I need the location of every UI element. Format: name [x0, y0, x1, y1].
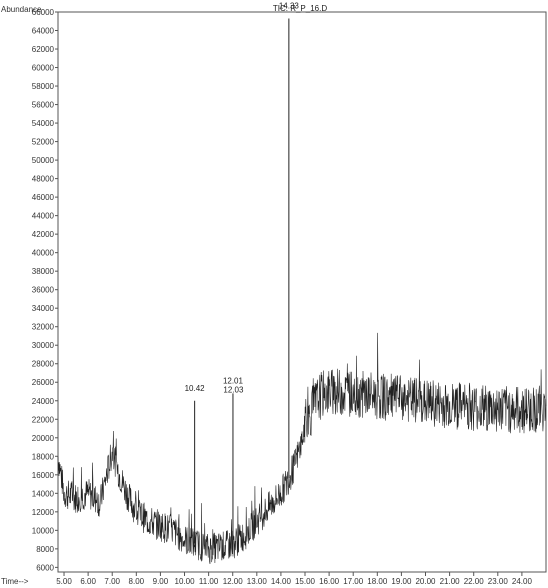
tic-trace — [57, 332, 547, 565]
x-tick-label: 9.00 — [153, 577, 169, 586]
y-tick-label: 46000 — [32, 193, 55, 202]
x-axis: 5.00 6.00 7.00 8.00 9.00 10.00 11.00 12.00 13.00… — [56, 572, 532, 586]
x-tick-label: 21.00 — [440, 577, 461, 586]
x-tick-label: 6.00 — [80, 577, 96, 586]
y-tick-label: 10000 — [32, 526, 55, 535]
y-tick-label: 40000 — [32, 249, 55, 258]
y-axis: 6000 8000 10000 12000 14000 16000 18000 20000 22… — [32, 8, 58, 572]
peak-label: 14.33 — [279, 1, 300, 10]
x-tick-label: 14.00 — [271, 577, 292, 586]
y-tick-label: 42000 — [32, 230, 55, 239]
x-tick-label: 7.00 — [104, 577, 120, 586]
x-tick-label: 20.00 — [415, 577, 436, 586]
y-tick-label: 36000 — [32, 286, 55, 295]
y-tick-label: 62000 — [32, 45, 55, 54]
y-tick-label: 14000 — [32, 489, 55, 498]
x-tick-label: 12.00 — [223, 577, 244, 586]
x-axis-title: Time--> — [1, 577, 29, 586]
y-tick-label: 6000 — [36, 563, 54, 572]
y-tick-label: 56000 — [32, 101, 55, 110]
y-tick-label: 58000 — [32, 82, 55, 91]
y-tick-label: 28000 — [32, 360, 55, 369]
y-tick-label: 20000 — [32, 434, 55, 443]
plot-area — [57, 11, 547, 573]
y-tick-label: 32000 — [32, 323, 55, 332]
y-tick-label: 66000 — [32, 8, 55, 17]
y-tick-label: 44000 — [32, 212, 55, 221]
y-tick-label: 26000 — [32, 378, 55, 387]
chart-title: TIC: R_P_16.D — [273, 4, 327, 13]
x-tick-label: 17.00 — [343, 577, 364, 586]
x-tick-label: 19.00 — [391, 577, 412, 586]
y-tick-label: 24000 — [32, 397, 55, 406]
y-tick-label: 54000 — [32, 119, 55, 128]
y-tick-label: 8000 — [36, 545, 54, 554]
x-tick-label: 15.00 — [295, 577, 316, 586]
y-tick-label: 50000 — [32, 156, 55, 165]
y-tick-label: 48000 — [32, 175, 55, 184]
y-tick-label: 30000 — [32, 341, 55, 350]
peak-label: 12.01 — [223, 376, 244, 385]
x-tick-label: 11.00 — [199, 577, 219, 586]
x-tick-label: 24.00 — [512, 577, 533, 586]
peak-label: 10.42 — [185, 384, 206, 393]
x-tick-label: 5.00 — [56, 577, 72, 586]
x-tick-label: 13.00 — [247, 577, 268, 586]
y-tick-label: 12000 — [32, 508, 55, 517]
y-tick-label: 22000 — [32, 415, 55, 424]
x-tick-label: 23.00 — [488, 577, 509, 586]
x-tick-label: 22.00 — [464, 577, 485, 586]
y-tick-label: 18000 — [32, 452, 55, 461]
y-tick-label: 16000 — [32, 471, 55, 480]
y-tick-label: 34000 — [32, 304, 55, 313]
x-tick-label: 10.00 — [175, 577, 196, 586]
x-tick-label: 18.00 — [367, 577, 388, 586]
y-tick-label: 52000 — [32, 138, 55, 147]
y-tick-label: 38000 — [32, 267, 55, 276]
x-tick-label: 8.00 — [129, 577, 145, 586]
y-tick-label: 60000 — [32, 64, 55, 73]
x-tick-label: 16.00 — [319, 577, 340, 586]
peak-label: 12.03 — [223, 385, 244, 394]
y-axis-title: Abundance — [1, 5, 42, 14]
y-tick-label: 64000 — [32, 27, 55, 36]
plot-frame — [57, 11, 547, 573]
